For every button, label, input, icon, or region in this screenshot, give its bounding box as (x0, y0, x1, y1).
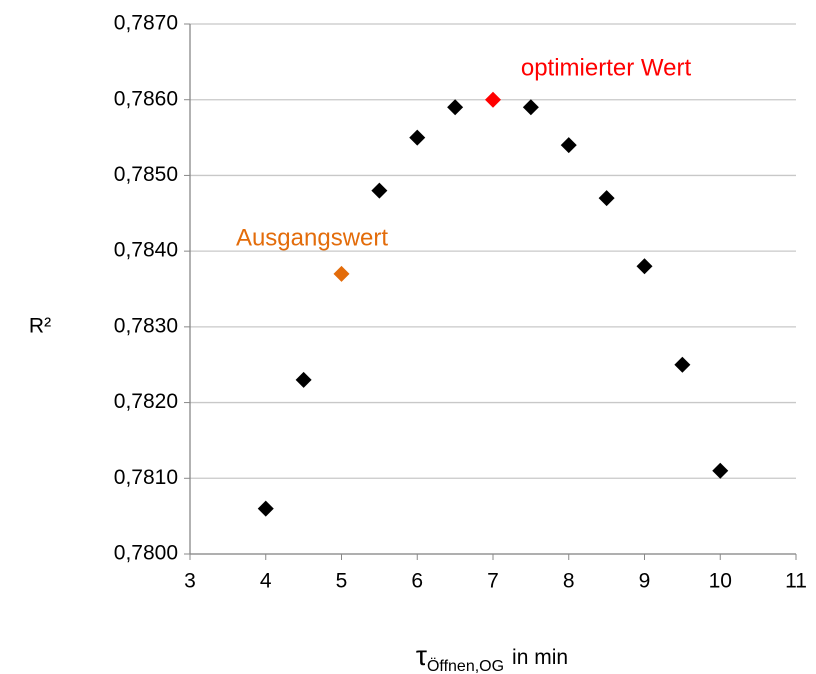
x-tick-label: 7 (487, 570, 499, 593)
x-tick-label: 9 (639, 570, 651, 593)
y-tick-label: 0,7870 (114, 12, 178, 35)
y-tick-label: 0,7850 (114, 163, 178, 186)
point (712, 462, 729, 479)
y-tick-label: 0,7860 (114, 87, 178, 110)
point (257, 500, 274, 517)
point (333, 265, 350, 282)
x-tick-label: 10 (709, 570, 732, 593)
point (447, 99, 464, 116)
point (295, 371, 312, 388)
point (560, 137, 577, 154)
point (409, 129, 426, 146)
point (598, 190, 615, 207)
x-tick-label: 8 (563, 570, 575, 593)
point (371, 182, 388, 199)
y-tick-label: 0,7810 (114, 466, 178, 489)
x-tick-label: 5 (336, 570, 348, 593)
annotation: Ausgangswert (236, 224, 388, 251)
x-tick-label: 6 (411, 570, 423, 593)
point (674, 356, 691, 373)
x-label-symbol: τ (416, 640, 427, 671)
y-tick-label: 0,7820 (114, 390, 178, 413)
x-label-subscript: Öffnen,OG (427, 657, 504, 674)
y-tick-label: 0,7840 (114, 239, 178, 262)
y-axis-label: R² (29, 315, 51, 338)
y-tick-label: 0,7830 (114, 314, 178, 337)
y-tick-label: 0,7800 (114, 542, 178, 565)
annotation: optimierter Wert (521, 54, 692, 81)
x-tick-label: 3 (184, 570, 196, 593)
x-tick-label: 11 (785, 570, 807, 593)
x-label-suffix: in min (512, 646, 568, 669)
x-axis-label: τÖffnen,OG in min (416, 640, 568, 674)
point (522, 99, 539, 116)
point (636, 258, 653, 275)
point (485, 91, 501, 108)
x-tick-label: 4 (260, 570, 272, 593)
